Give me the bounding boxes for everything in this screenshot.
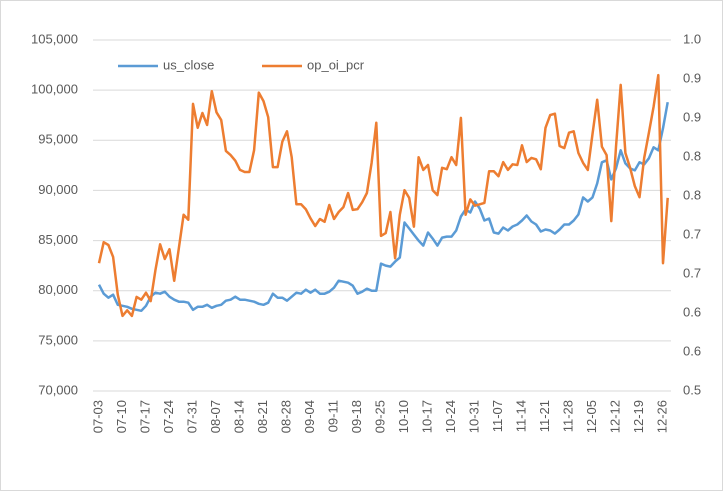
y2-tick-label: 0.9: [683, 70, 701, 85]
x-tick-label: 08-07: [208, 400, 223, 433]
y-tick-label: 70,000: [38, 382, 78, 397]
x-tick-label: 09-25: [372, 400, 387, 433]
x-tick-label: 07-24: [161, 400, 176, 433]
series-line: [97, 73, 669, 318]
y2-tick-label: 0.6: [683, 343, 701, 358]
y2-tick-label: 0.7: [683, 265, 701, 280]
x-tick-label: 10-31: [466, 400, 481, 433]
y2-tick-label: 0.8: [683, 187, 701, 202]
legend-label: us_close: [163, 57, 214, 72]
x-tick-label: 12-26: [654, 400, 669, 433]
y2-tick-label: 1.0: [683, 31, 701, 46]
y2-tick-label: 0.6: [683, 304, 701, 319]
x-tick-label: 08-14: [231, 400, 246, 433]
y-tick-label: 75,000: [38, 332, 78, 347]
y-tick-label: 100,000: [31, 82, 78, 97]
x-tick-label: 07-31: [184, 400, 199, 433]
x-tick-label: 07-03: [90, 400, 105, 433]
x-tick-label: 10-10: [396, 400, 411, 433]
legend-label: op_oi_pcr: [307, 57, 365, 72]
x-tick-label: 11-07: [490, 400, 505, 432]
x-tick-label: 12-19: [631, 400, 646, 433]
y-tick-label: 95,000: [38, 132, 78, 147]
x-tick-label: 12-05: [584, 400, 599, 433]
y2-tick-label: 0.5: [683, 382, 701, 397]
y-tick-label: 80,000: [38, 282, 78, 297]
x-tick-label: 07-17: [137, 400, 152, 433]
x-tick-label: 11-21: [537, 400, 552, 432]
y-tick-label: 105,000: [31, 31, 78, 46]
x-tick-label: 09-11: [325, 400, 340, 432]
x-tick-label: 12-12: [607, 400, 622, 433]
x-tick-label: 10-17: [419, 400, 434, 433]
series-line: [97, 101, 669, 313]
x-tick-label: 11-14: [513, 400, 528, 432]
x-tick-label: 10-24: [443, 400, 458, 433]
x-tick-label: 08-28: [278, 400, 293, 433]
y-tick-label: 90,000: [38, 182, 78, 197]
x-tick-label: 07-10: [114, 400, 129, 433]
x-tick-label: 11-28: [560, 400, 575, 432]
x-tick-label: 09-04: [302, 400, 317, 433]
y2-tick-label: 0.9: [683, 109, 701, 124]
y2-tick-label: 0.7: [683, 226, 701, 241]
x-tick-label: 09-18: [349, 400, 364, 433]
y-tick-label: 85,000: [38, 232, 78, 247]
y2-tick-label: 0.8: [683, 148, 701, 163]
x-tick-label: 08-21: [255, 400, 270, 433]
